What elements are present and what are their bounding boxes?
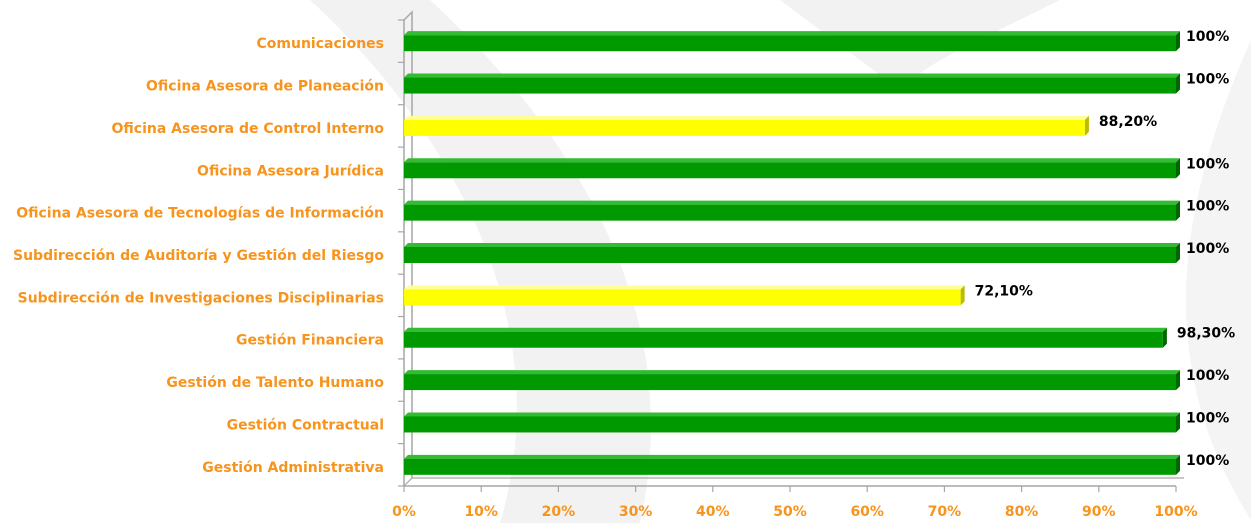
bar xyxy=(404,327,1167,348)
bar-side-face xyxy=(1176,200,1180,221)
bar-top-face xyxy=(404,31,1180,36)
data-label: 100% xyxy=(1186,199,1229,215)
bar-side-face xyxy=(1162,327,1167,348)
category-label: Gestión Administrativa xyxy=(202,460,384,476)
category-label: Oficina Asesora Jurídica xyxy=(197,163,384,179)
data-label: 100% xyxy=(1186,29,1229,45)
data-label: 100% xyxy=(1186,241,1229,257)
x-tick-label: 80% xyxy=(1005,504,1039,520)
bar-side-face xyxy=(1176,73,1180,94)
watermark-swirl-right xyxy=(1186,40,1251,520)
floor-back-edge xyxy=(403,477,1184,487)
data-labels: 100% 100% 88,20% 100% 100% 100% 72,10% 98,30% 10… xyxy=(975,29,1236,469)
bar-front-face xyxy=(404,77,1176,94)
category-label: Subdirección de Investigaciones Discipli… xyxy=(18,290,384,306)
bar-top-face xyxy=(404,200,1180,205)
bar xyxy=(404,200,1180,221)
bar-top-face xyxy=(404,243,1180,247)
x-tick-label: 40% xyxy=(696,504,730,520)
x-tick-label: 10% xyxy=(464,504,498,520)
bar-side-face xyxy=(1176,412,1180,433)
x-tick-label: 100% xyxy=(1154,504,1197,520)
category-label: Gestión Financiera xyxy=(236,333,384,349)
watermark-swirl-left xyxy=(310,0,651,523)
bar-front-face xyxy=(404,247,1176,263)
data-label: 100% xyxy=(1186,410,1229,426)
category-label: Subdirección de Auditoría y Gestión del … xyxy=(13,248,384,264)
x-tick-label: 50% xyxy=(773,504,807,520)
data-label: 98,30% xyxy=(1177,326,1235,342)
data-label: 100% xyxy=(1186,368,1229,384)
category-label: Oficina Asesora de Control Interno xyxy=(112,121,385,137)
bar-top-face xyxy=(404,115,1089,120)
category-label: Comunicaciones xyxy=(257,36,384,52)
data-label: 100% xyxy=(1186,72,1229,88)
bar-front-face xyxy=(404,204,1176,221)
bar-front-face xyxy=(404,35,1176,52)
bar-top-face xyxy=(404,73,1180,78)
bar xyxy=(404,73,1180,94)
category-labels: Comunicaciones Oficina Asesora de Planeac… xyxy=(13,36,384,476)
bar-top-face xyxy=(404,412,1180,417)
x-tick-label: 20% xyxy=(542,504,576,520)
bar-front-face xyxy=(404,162,1176,179)
bar-front-face xyxy=(404,289,961,306)
bar-top-face xyxy=(404,327,1167,332)
data-label: 88,20% xyxy=(1099,114,1157,130)
bar xyxy=(404,285,965,306)
x-tick-label: 70% xyxy=(928,504,962,520)
bar-front-face xyxy=(404,416,1176,433)
bar-top-face xyxy=(404,454,1180,459)
data-label: 100% xyxy=(1186,156,1229,172)
x-tick-label: 90% xyxy=(1082,504,1116,520)
x-tick-label: 60% xyxy=(850,504,884,520)
x-tick-labels: 0% 10% 20% 30% 40% 50% 60% 70% 80% 90% 100% xyxy=(392,504,1198,520)
category-label: Gestión Contractual xyxy=(227,417,384,433)
x-tick-label: 0% xyxy=(392,504,416,520)
bar xyxy=(404,243,1180,263)
bar xyxy=(404,115,1089,136)
bars xyxy=(404,31,1180,475)
bar-front-face xyxy=(404,458,1176,475)
bar-front-face xyxy=(404,119,1085,136)
bar-side-face xyxy=(1176,243,1180,263)
bar-side-face xyxy=(1176,31,1180,52)
bar-side-face xyxy=(1084,115,1089,136)
category-label: Oficina Asesora de Tecnologías de Inform… xyxy=(16,206,384,222)
bar xyxy=(404,370,1180,391)
bar-side-face xyxy=(1176,370,1180,391)
data-label: 100% xyxy=(1186,453,1229,469)
bar xyxy=(404,412,1180,433)
bar-top-face xyxy=(404,285,965,290)
bar-top-face xyxy=(404,158,1180,163)
bar-top-face xyxy=(404,370,1180,375)
bar-front-face xyxy=(404,374,1176,391)
category-label: Oficina Asesora de Planeación xyxy=(146,79,384,95)
bar xyxy=(404,31,1180,52)
bar-front-face xyxy=(404,331,1163,348)
bar-side-face xyxy=(1176,158,1180,179)
x-tick-label: 30% xyxy=(619,504,653,520)
chart-axes xyxy=(398,10,1184,492)
bar-side-face xyxy=(960,285,965,306)
bar-side-face xyxy=(1176,454,1180,475)
bar xyxy=(404,454,1180,475)
category-label: Gestión de Talento Humano xyxy=(166,375,384,391)
bar xyxy=(404,158,1180,179)
data-label: 72,10% xyxy=(975,283,1033,299)
